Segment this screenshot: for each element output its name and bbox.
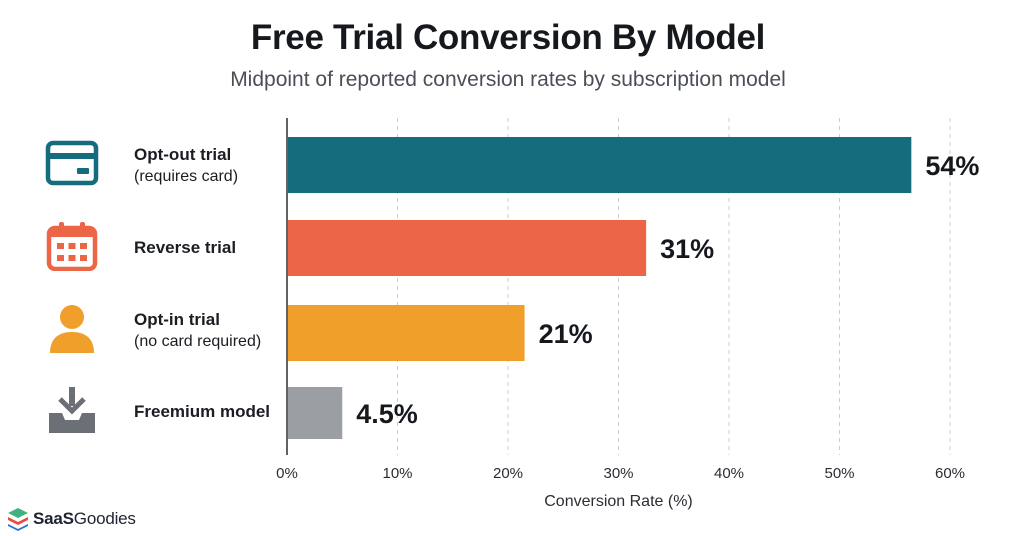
x-tick-label: 20% bbox=[493, 465, 523, 482]
data-label: 21% bbox=[539, 319, 593, 349]
bar bbox=[288, 137, 912, 193]
category-label-opt-in: Opt-in trial (no card required) bbox=[134, 310, 262, 350]
calendar-icon bbox=[46, 222, 98, 271]
category-label-opt-out: Opt-out trial (requires card) bbox=[134, 145, 239, 185]
user-icon bbox=[50, 305, 94, 353]
x-tick-label: 50% bbox=[824, 465, 854, 482]
brand-logo: SaaSGoodies bbox=[7, 506, 136, 532]
data-label: 54% bbox=[925, 151, 979, 181]
category-label-reverse: Reverse trial bbox=[134, 238, 237, 257]
brand-logo-icon bbox=[8, 508, 28, 531]
x-axis-label: Conversion Rate (%) bbox=[544, 493, 693, 510]
x-tick-label: 60% bbox=[935, 465, 965, 482]
credit-card-icon bbox=[45, 140, 99, 186]
bar bbox=[288, 387, 343, 439]
data-label: 31% bbox=[660, 234, 714, 264]
bar bbox=[288, 305, 525, 361]
x-tick-label: 40% bbox=[714, 465, 744, 482]
data-label: 4.5% bbox=[356, 399, 418, 429]
chart-title: Free Trial Conversion By Model bbox=[250, 18, 766, 57]
x-tick-label: 30% bbox=[603, 465, 633, 482]
chart-subtitle: Midpoint of reported conversion rates by… bbox=[230, 68, 786, 91]
bar bbox=[288, 220, 647, 276]
brand-name: SaaSGoodies bbox=[33, 509, 136, 528]
inbox-download-icon bbox=[49, 387, 95, 433]
x-tick-label: 0% bbox=[276, 465, 298, 482]
x-tick-label: 10% bbox=[382, 465, 412, 482]
category-label-freemium: Freemium model bbox=[134, 402, 271, 421]
